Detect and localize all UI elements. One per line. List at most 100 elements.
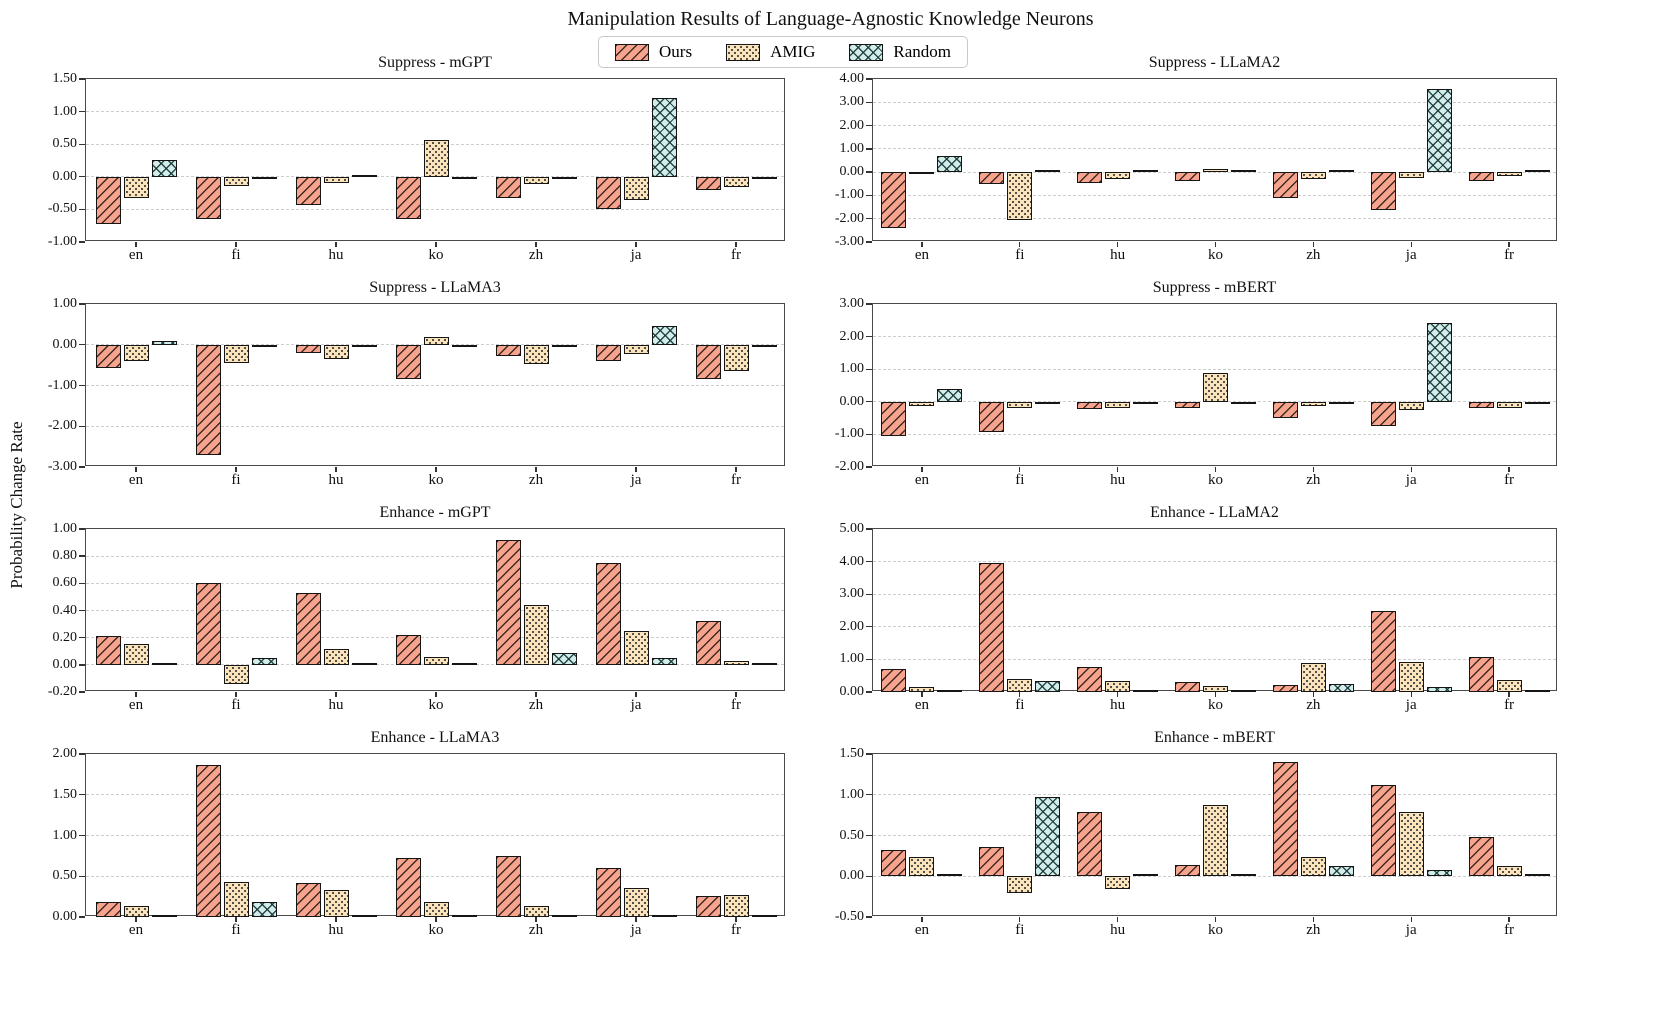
subplot-panel: Enhance - LLaMA2 5.00 4.00 3.00 2.00 1.00 0.00… <box>840 504 1557 713</box>
x-tick-label: en <box>914 922 930 938</box>
y-tick-mark <box>866 916 872 918</box>
bar-amig-fr <box>723 344 749 372</box>
y-tick-label: 0.00 <box>839 684 865 699</box>
bar-ours-hu <box>1077 401 1103 409</box>
y-tick-label: 3.00 <box>839 94 865 110</box>
x-tick-label: ko <box>1208 472 1223 488</box>
x-tick-mark <box>1410 242 1412 247</box>
subplot-panel: Suppress - LLaMA2 4.00 3.00 2.00 1.00 0.00 -1.… <box>835 54 1557 263</box>
x-tick-mark <box>1116 242 1119 247</box>
bar-amig-hu <box>1105 876 1131 890</box>
bar-amig-hu <box>323 176 349 184</box>
gridline <box>86 111 784 113</box>
y-tick-label: 0.50 <box>839 827 865 843</box>
y-tick-label: -2.00 <box>47 418 77 434</box>
bar-amig-fi <box>1007 401 1033 409</box>
y-tick-mark <box>866 433 872 436</box>
x-tick-label: ja <box>630 697 642 713</box>
y-tick-label: -2.00 <box>834 459 864 474</box>
x-tick-mark <box>235 692 237 697</box>
bar-amig-ko <box>1203 373 1228 402</box>
x-tick-label: ko <box>1208 697 1223 713</box>
y-tick-mark <box>866 528 872 530</box>
bar-random-hu <box>351 915 377 917</box>
bar-random-ko <box>451 176 477 179</box>
x-tick-mark <box>1410 467 1412 472</box>
bar-ours-en <box>95 176 121 224</box>
y-tick-label: 0.20 <box>52 629 78 645</box>
bar-ours-zh <box>495 344 521 357</box>
bar-ours-zh <box>1272 762 1298 877</box>
bar-amig-zh <box>523 605 549 665</box>
gridline <box>873 171 1556 173</box>
x-tick-label: zh <box>528 472 544 488</box>
bar-ours-fr <box>695 621 721 665</box>
bar-random-fr <box>751 344 777 347</box>
y-tick-mark <box>79 691 85 693</box>
y-tick-mark <box>79 875 85 877</box>
y-tick-mark <box>79 466 85 468</box>
y-tick-mark <box>866 335 872 338</box>
bar-ours-ko <box>395 857 421 917</box>
bar-random-en <box>937 155 963 173</box>
bar-ours-fr <box>695 344 721 380</box>
y-tick-mark <box>866 794 872 796</box>
bar-amig-hu <box>1105 401 1131 408</box>
x-tick-mark <box>1312 467 1315 472</box>
bar-amig-fr <box>723 176 749 187</box>
bar-ours-ko <box>1175 401 1200 408</box>
y-tick-label: 1.50 <box>839 746 865 761</box>
legend-item-ours: Ours <box>615 42 692 62</box>
x-tick-mark <box>735 692 737 697</box>
bar-ours-zh <box>495 855 521 917</box>
bar-random-hu <box>351 662 377 665</box>
bar-random-hu <box>1133 690 1159 692</box>
gridline <box>86 610 784 611</box>
y-tick-label: 0.40 <box>52 602 78 618</box>
y-tick-label: 1.00 <box>839 361 865 377</box>
bar-amig-en <box>123 644 149 665</box>
bar-random-zh <box>551 176 577 179</box>
bar-random-fi <box>1035 170 1061 173</box>
bar-random-ko <box>451 662 477 665</box>
x-tick-label: ko <box>428 697 444 713</box>
x-tick-label: fr <box>731 922 741 938</box>
bar-random-zh <box>551 914 577 917</box>
x-tick-mark <box>735 467 737 472</box>
y-tick-mark <box>866 753 872 755</box>
gridline <box>86 582 784 584</box>
bar-amig-ja <box>623 344 649 354</box>
x-tick-mark <box>335 692 337 697</box>
bar-amig-hu <box>1105 681 1131 692</box>
bar-amig-fi <box>223 664 249 684</box>
gridline <box>873 101 1556 103</box>
legend: Ours AMIG Random <box>598 36 969 68</box>
bar-ours-ja <box>595 868 621 917</box>
x-tick-mark <box>1508 692 1510 697</box>
subplot-title: Enhance - mBERT <box>1154 729 1275 746</box>
x-tick-label: zh <box>1306 922 1321 938</box>
bar-ours-fr <box>1468 656 1494 692</box>
x-tick-label: en <box>128 922 144 938</box>
bar-random-fi <box>1035 680 1061 692</box>
x-tick-mark <box>1019 467 1021 472</box>
x-tick-mark <box>135 692 137 697</box>
y-tick-mark <box>79 609 85 612</box>
gridline <box>873 401 1556 403</box>
x-tick-label: fr <box>731 697 741 713</box>
bar-ours-ko <box>395 176 421 220</box>
gridline <box>873 218 1556 220</box>
gridline <box>86 664 784 666</box>
y-tick-mark <box>79 384 85 387</box>
bar-ours-hu <box>1077 666 1103 692</box>
legend-label-ours: Ours <box>659 42 693 61</box>
y-tick-label: -1.00 <box>834 187 864 203</box>
y-tick-mark <box>866 593 872 595</box>
ours-swatch-icon <box>615 43 649 61</box>
y-tick-mark <box>79 241 85 243</box>
y-tick-mark <box>79 344 85 346</box>
bar-amig-ja <box>1398 811 1424 877</box>
y-tick-mark <box>79 78 85 80</box>
x-tick-label: fi <box>1015 922 1025 938</box>
x-tick-label: en <box>128 472 144 488</box>
